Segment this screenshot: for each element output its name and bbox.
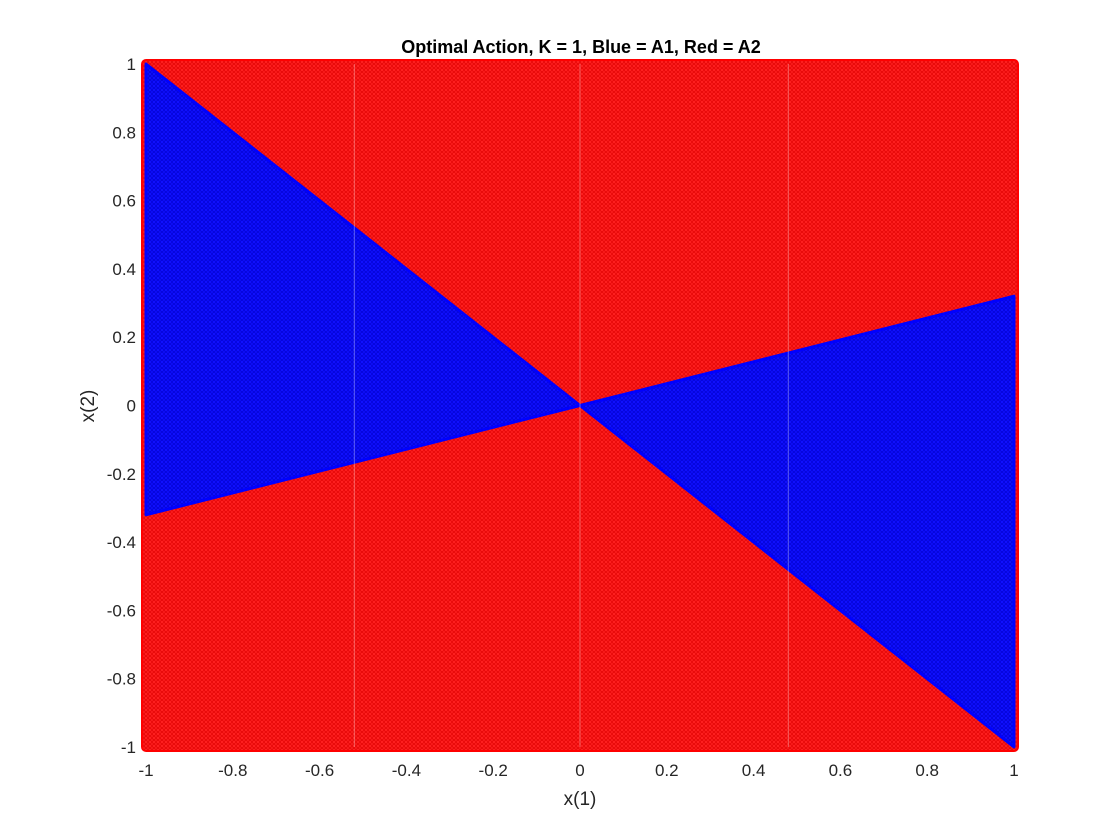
- region-a1-left: [144, 62, 582, 517]
- x-tick-label: -0.2: [479, 761, 508, 780]
- x-axis-label: x(1): [564, 789, 597, 810]
- x-tick-label: -1: [138, 761, 153, 780]
- y-tick-label: 1: [127, 55, 136, 74]
- x-tick-label: 0.4: [742, 761, 766, 780]
- x-tick-label: 1: [1009, 761, 1018, 780]
- y-tick-label: 0.4: [112, 260, 136, 279]
- y-tick-label: -0.2: [107, 465, 136, 484]
- x-tick-label: -0.8: [218, 761, 247, 780]
- x-tick-label: 0.6: [829, 761, 853, 780]
- y-tick-label: -0.8: [107, 670, 136, 689]
- y-axis-label: x(2): [78, 390, 99, 423]
- x-axis-ticks: -1 -0.8 -0.6 -0.4 -0.2 0 0.2 0.4 0.6 0.8 1: [138, 761, 1018, 780]
- y-tick-label: -0.4: [107, 533, 136, 552]
- y-tick-label: 0.6: [112, 192, 136, 211]
- y-tick-label: -1: [121, 738, 136, 757]
- y-axis-ticks: -1 -0.8 -0.6 -0.4 -0.2 0 0.2 0.4 0.6 0.8 1: [107, 55, 136, 757]
- x-tick-label: 0: [575, 761, 584, 780]
- chart-title: Optimal Action, K = 1, Blue = A1, Red = …: [401, 37, 761, 57]
- x-tick-label: 0.8: [915, 761, 939, 780]
- y-tick-label: 0: [127, 397, 136, 416]
- plot-area: [141, 59, 1019, 752]
- y-tick-label: 0.8: [112, 123, 136, 142]
- region-a1-right: [578, 294, 1016, 749]
- y-tick-label: 0.2: [112, 328, 136, 347]
- x-tick-label: 0.2: [655, 761, 679, 780]
- x-tick-label: -0.6: [305, 761, 334, 780]
- x-tick-label: -0.4: [392, 761, 421, 780]
- y-tick-label: -0.6: [107, 601, 136, 620]
